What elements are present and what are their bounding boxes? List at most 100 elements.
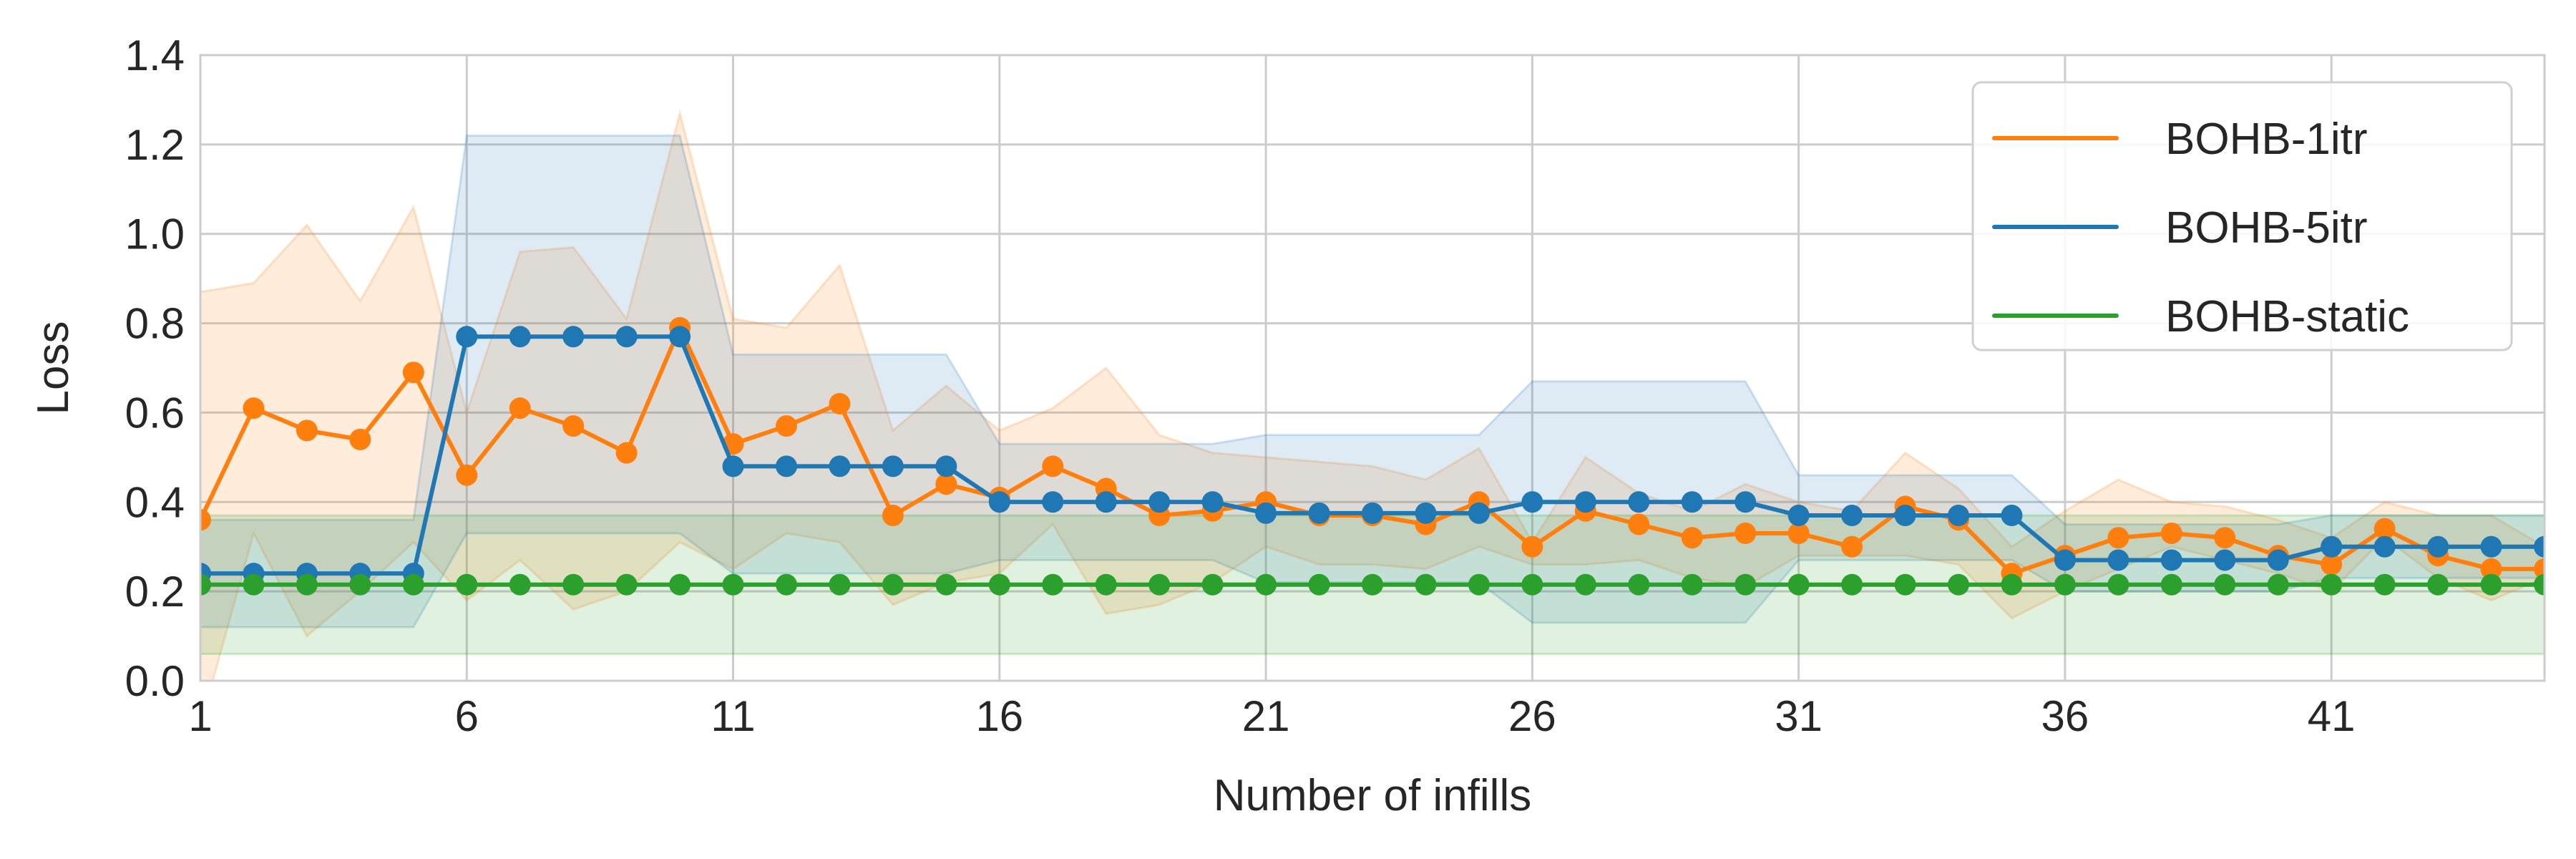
point-bohb-static (2267, 573, 2289, 596)
point-bohb-1itr (2373, 518, 2396, 540)
point-bohb-static (1308, 573, 1330, 596)
point-bohb-1itr (1787, 522, 1810, 544)
point-bohb-static (402, 573, 424, 596)
series-lines (200, 316, 2545, 596)
point-bohb-static (1095, 573, 1117, 596)
point-bohb-static (1521, 573, 1543, 596)
y-axis-label: Loss (29, 321, 78, 415)
point-bohb-5itr (722, 455, 744, 477)
point-bohb-5itr (1841, 505, 1863, 527)
point-bohb-5itr (2427, 535, 2449, 558)
point-bohb-5itr (1042, 491, 1064, 513)
point-bohb-5itr (1362, 502, 1383, 524)
legend-label: BOHB-5itr (2165, 203, 2367, 253)
point-bohb-1itr (200, 509, 211, 531)
x-tick-label: 16 (975, 692, 1023, 740)
point-bohb-1itr (562, 415, 585, 437)
point-bohb-5itr (1148, 491, 1171, 513)
point-bohb-static (882, 573, 904, 596)
point-bohb-5itr (1415, 502, 1437, 524)
point-bohb-static (200, 573, 211, 596)
point-bohb-1itr (2214, 527, 2236, 549)
point-bohb-static (988, 573, 1010, 596)
point-bohb-5itr (2480, 535, 2502, 558)
point-bohb-5itr (1095, 491, 1117, 513)
y-tick-label: 1.4 (125, 31, 185, 79)
point-bohb-1itr (935, 473, 957, 495)
point-bohb-static (1841, 573, 1863, 596)
point-bohb-static (1255, 573, 1277, 596)
legend-label: BOHB-static (2165, 292, 2409, 341)
point-bohb-1itr (1681, 527, 1703, 549)
point-bohb-static (1787, 573, 1810, 596)
point-bohb-static (1201, 573, 1224, 596)
tick-labels: 0.00.20.40.60.81.01.21.41 6 11 16 21 26 31 36 41 (125, 31, 2356, 740)
point-bohb-5itr (2001, 505, 2023, 527)
x-tick-label: 6 (455, 692, 479, 740)
y-tick-label: 0.6 (125, 389, 185, 437)
point-bohb-1itr (882, 505, 904, 527)
point-bohb-static (2001, 573, 2023, 596)
point-bohb-5itr (1468, 502, 1490, 524)
point-bohb-1itr (1628, 513, 1650, 535)
point-bohb-static (296, 573, 318, 596)
x-tick-label: 41 (2308, 692, 2356, 740)
x-tick-label: 31 (1775, 692, 1823, 740)
point-bohb-5itr (2321, 535, 2343, 558)
point-bohb-1itr (615, 442, 638, 464)
point-bohb-static (509, 573, 531, 596)
x-tick-label: 21 (1242, 692, 1290, 740)
point-bohb-static (1415, 573, 1437, 596)
point-bohb-1itr (402, 361, 424, 384)
point-bohb-1itr (243, 397, 265, 419)
point-bohb-static (2054, 573, 2076, 596)
point-bohb-5itr (882, 455, 904, 477)
point-bohb-static (1362, 573, 1383, 596)
point-bohb-5itr (2373, 535, 2396, 558)
point-bohb-static (349, 573, 371, 596)
point-bohb-static (1574, 573, 1596, 596)
point-bohb-5itr (1948, 505, 1969, 527)
point-bohb-5itr (1308, 502, 1330, 524)
point-bohb-5itr (2107, 549, 2129, 571)
point-bohb-static (2321, 573, 2343, 596)
point-bohb-5itr (562, 326, 585, 348)
point-bohb-5itr (988, 491, 1010, 513)
point-bohb-5itr (509, 326, 531, 348)
point-bohb-5itr (2267, 549, 2289, 571)
point-bohb-1itr (829, 392, 851, 414)
point-bohb-5itr (669, 326, 691, 348)
point-bohb-static (669, 573, 691, 596)
point-bohb-1itr (1735, 522, 1757, 544)
point-bohb-static (562, 573, 585, 596)
point-bohb-1itr (456, 464, 478, 486)
point-bohb-5itr (2160, 549, 2182, 571)
point-bohb-1itr (776, 415, 797, 437)
point-bohb-static (2160, 573, 2182, 596)
y-tick-label: 0.8 (125, 300, 185, 348)
legend-label: BOHB-1itr (2165, 115, 2367, 164)
point-bohb-static (1468, 573, 1490, 596)
point-bohb-5itr (1201, 491, 1224, 513)
point-bohb-5itr (2214, 549, 2236, 571)
point-bohb-static (615, 573, 638, 596)
point-bohb-static (2427, 573, 2449, 596)
point-bohb-static (1681, 573, 1703, 596)
point-bohb-5itr (1735, 491, 1757, 513)
y-tick-label: 0.0 (125, 657, 185, 705)
point-bohb-1itr (1841, 535, 1863, 558)
point-bohb-1itr (349, 428, 371, 450)
point-bohb-5itr (1787, 505, 1810, 527)
point-bohb-static (1948, 573, 1969, 596)
point-bohb-static (456, 573, 478, 596)
point-bohb-1itr (2480, 558, 2502, 580)
point-bohb-1itr (509, 397, 531, 419)
y-tick-label: 0.2 (125, 568, 185, 616)
point-bohb-1itr (1042, 455, 1064, 477)
y-tick-label: 1.2 (125, 121, 185, 169)
point-bohb-5itr (2534, 535, 2545, 558)
point-bohb-static (1042, 573, 1064, 596)
point-bohb-5itr (615, 326, 638, 348)
point-bohb-static (1735, 573, 1757, 596)
